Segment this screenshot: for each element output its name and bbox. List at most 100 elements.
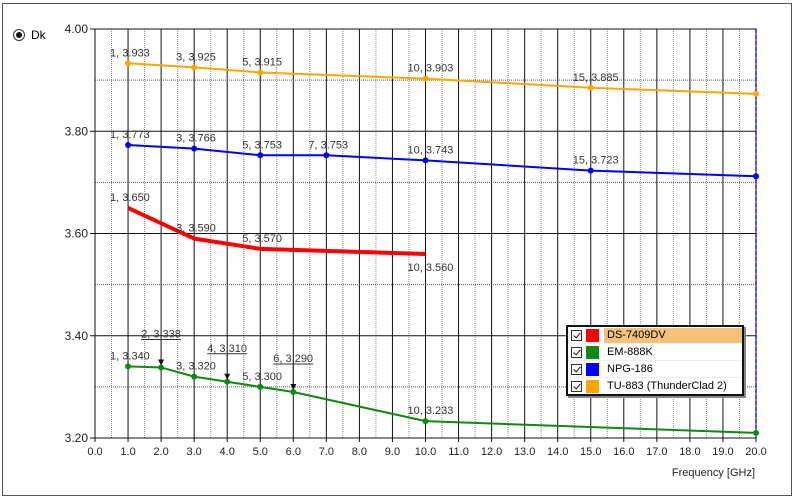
x-tick-label: 19.0 [712, 446, 733, 458]
radio-selected-icon [13, 29, 25, 41]
callout-arrow-icon [224, 373, 231, 380]
data-label: 15, 3.885 [573, 72, 619, 84]
data-label: 1, 3.650 [110, 192, 150, 204]
data-point[interactable] [323, 152, 330, 159]
x-tick-label: 15.0 [580, 446, 601, 458]
dk-radio-label: Dk [31, 28, 46, 42]
data-point[interactable] [257, 152, 264, 159]
data-point[interactable] [753, 90, 759, 97]
series-tu-883-thunderclad-2-[interactable]: 1, 3.933 3, 3.925 5, 3.915 10, 3.903 15, 3.8… [110, 47, 759, 97]
x-tick-label: 18.0 [679, 446, 700, 458]
callout-label: 2, 3.338 [141, 328, 181, 340]
data-point[interactable] [422, 75, 429, 82]
callout-label: 6, 3.290 [273, 353, 313, 365]
x-tick-label: 16.0 [613, 446, 634, 458]
series-npg-186[interactable]: 1, 3.773 3, 3.766 5, 3.753 7, 3.753 10, 3.74… [110, 129, 759, 180]
data-label: 3, 3.925 [176, 51, 216, 63]
callout-label: 4, 3.310 [207, 343, 247, 355]
data-label: 10, 3.743 [408, 144, 454, 156]
x-tick-label: 4.0 [220, 446, 235, 458]
y-tick-label: 4.00 [65, 22, 89, 36]
data-point[interactable] [422, 157, 429, 164]
data-label: 5, 3.915 [242, 56, 282, 68]
data-label: 5, 3.570 [242, 233, 282, 245]
y-tick-label: 3.20 [65, 431, 89, 445]
x-tick-label: 11.0 [448, 446, 469, 458]
y-tick-label: 3.80 [65, 124, 89, 138]
x-tick-label: 1.0 [120, 446, 135, 458]
x-axis-title: Frequency [GHz] [672, 467, 755, 479]
data-label: 3, 3.766 [176, 133, 216, 145]
data-point[interactable] [753, 429, 759, 436]
x-tick-label: 8.0 [352, 446, 367, 458]
series-em-888k[interactable]: 1, 3.340 3, 3.320 5, 3.300 10, 3.233 2, 3.33… [110, 328, 759, 436]
data-point[interactable] [158, 364, 165, 371]
chart-legend[interactable]: DS-7409DV EM-888K NPG-186 TU-883 (ThunderCl… [566, 325, 744, 396]
x-tick-label: 9.0 [385, 446, 400, 458]
legend-item[interactable]: TU-883 (ThunderClad 2) [568, 378, 742, 394]
x-tick-label: 13.0 [514, 446, 535, 458]
x-tick-label: 17.0 [646, 446, 667, 458]
data-point[interactable] [587, 167, 594, 174]
legend-color-swatch [586, 345, 599, 359]
data-point[interactable] [257, 69, 264, 76]
legend-color-swatch [586, 328, 599, 342]
dk-radio-button[interactable]: Dk [13, 28, 46, 42]
legend-color-swatch [586, 379, 599, 393]
legend-item[interactable]: DS-7409DV [568, 327, 742, 344]
legend-label: NPG-186 [607, 362, 653, 375]
x-tick-label: 10.0 [415, 446, 436, 458]
legend-label: TU-883 (ThunderClad 2) [607, 379, 727, 392]
data-label: 15, 3.723 [573, 155, 619, 167]
series-ds-7409dv[interactable]: 1, 3.650 3, 3.590 5, 3.570 10, 3.560 [110, 192, 453, 274]
data-label: 7, 3.753 [308, 139, 348, 151]
legend-item[interactable]: EM-888K [568, 344, 742, 361]
data-label: 3, 3.590 [176, 223, 216, 235]
data-label: 10, 3.903 [408, 63, 454, 75]
data-label: 1, 3.773 [110, 129, 150, 141]
x-tick-label: 7.0 [319, 446, 334, 458]
legend-checkbox[interactable] [571, 363, 582, 375]
legend-checkbox[interactable] [571, 346, 582, 358]
x-tick-label: 14.0 [547, 446, 568, 458]
data-point[interactable] [290, 388, 297, 395]
legend-checkbox[interactable] [571, 329, 582, 341]
legend-label: DS-7409DV [604, 327, 742, 343]
legend-label: EM-888K [607, 345, 653, 358]
data-point[interactable] [191, 64, 198, 71]
callout-arrow-icon [290, 383, 297, 390]
y-tick-label: 3.60 [65, 227, 89, 241]
data-label: 10, 3.560 [408, 262, 454, 274]
y-axis: 3.20 3.40 3.60 3.80 4.00 [65, 22, 95, 445]
data-point[interactable] [125, 363, 132, 370]
data-point[interactable] [125, 60, 132, 67]
data-point[interactable] [191, 145, 198, 152]
x-tick-label: 2.0 [153, 446, 168, 458]
data-label: 3, 3.320 [176, 361, 216, 373]
x-tick-label: 3.0 [187, 446, 202, 458]
x-tick-label: 20.0 [745, 446, 766, 458]
x-tick-label: 6.0 [286, 446, 301, 458]
y-tick-label: 3.40 [65, 329, 89, 343]
data-point[interactable] [422, 418, 429, 425]
data-point[interactable] [125, 142, 132, 149]
data-point[interactable] [191, 373, 198, 380]
data-label: 1, 3.340 [110, 350, 150, 362]
x-axis: 0.0 1.0 2.0 3.0 4.0 5.0 6.0 7.0 8.0 9.0 10.0 11.0 12… [87, 438, 767, 479]
data-point[interactable] [587, 84, 594, 91]
legend-color-swatch [586, 362, 599, 376]
data-label: 10, 3.233 [408, 405, 454, 417]
data-label: 5, 3.300 [242, 371, 282, 383]
x-tick-label: 5.0 [253, 446, 268, 458]
x-tick-label: 0.0 [87, 446, 102, 458]
callout-arrow-icon [158, 359, 165, 366]
data-label: 1, 3.933 [110, 47, 150, 59]
legend-item[interactable]: NPG-186 [568, 361, 742, 378]
data-point[interactable] [753, 173, 759, 180]
x-tick-label: 12.0 [481, 446, 502, 458]
data-point[interactable] [257, 383, 264, 390]
data-label: 5, 3.753 [242, 139, 282, 151]
data-point[interactable] [224, 378, 231, 385]
legend-checkbox[interactable] [571, 380, 582, 392]
